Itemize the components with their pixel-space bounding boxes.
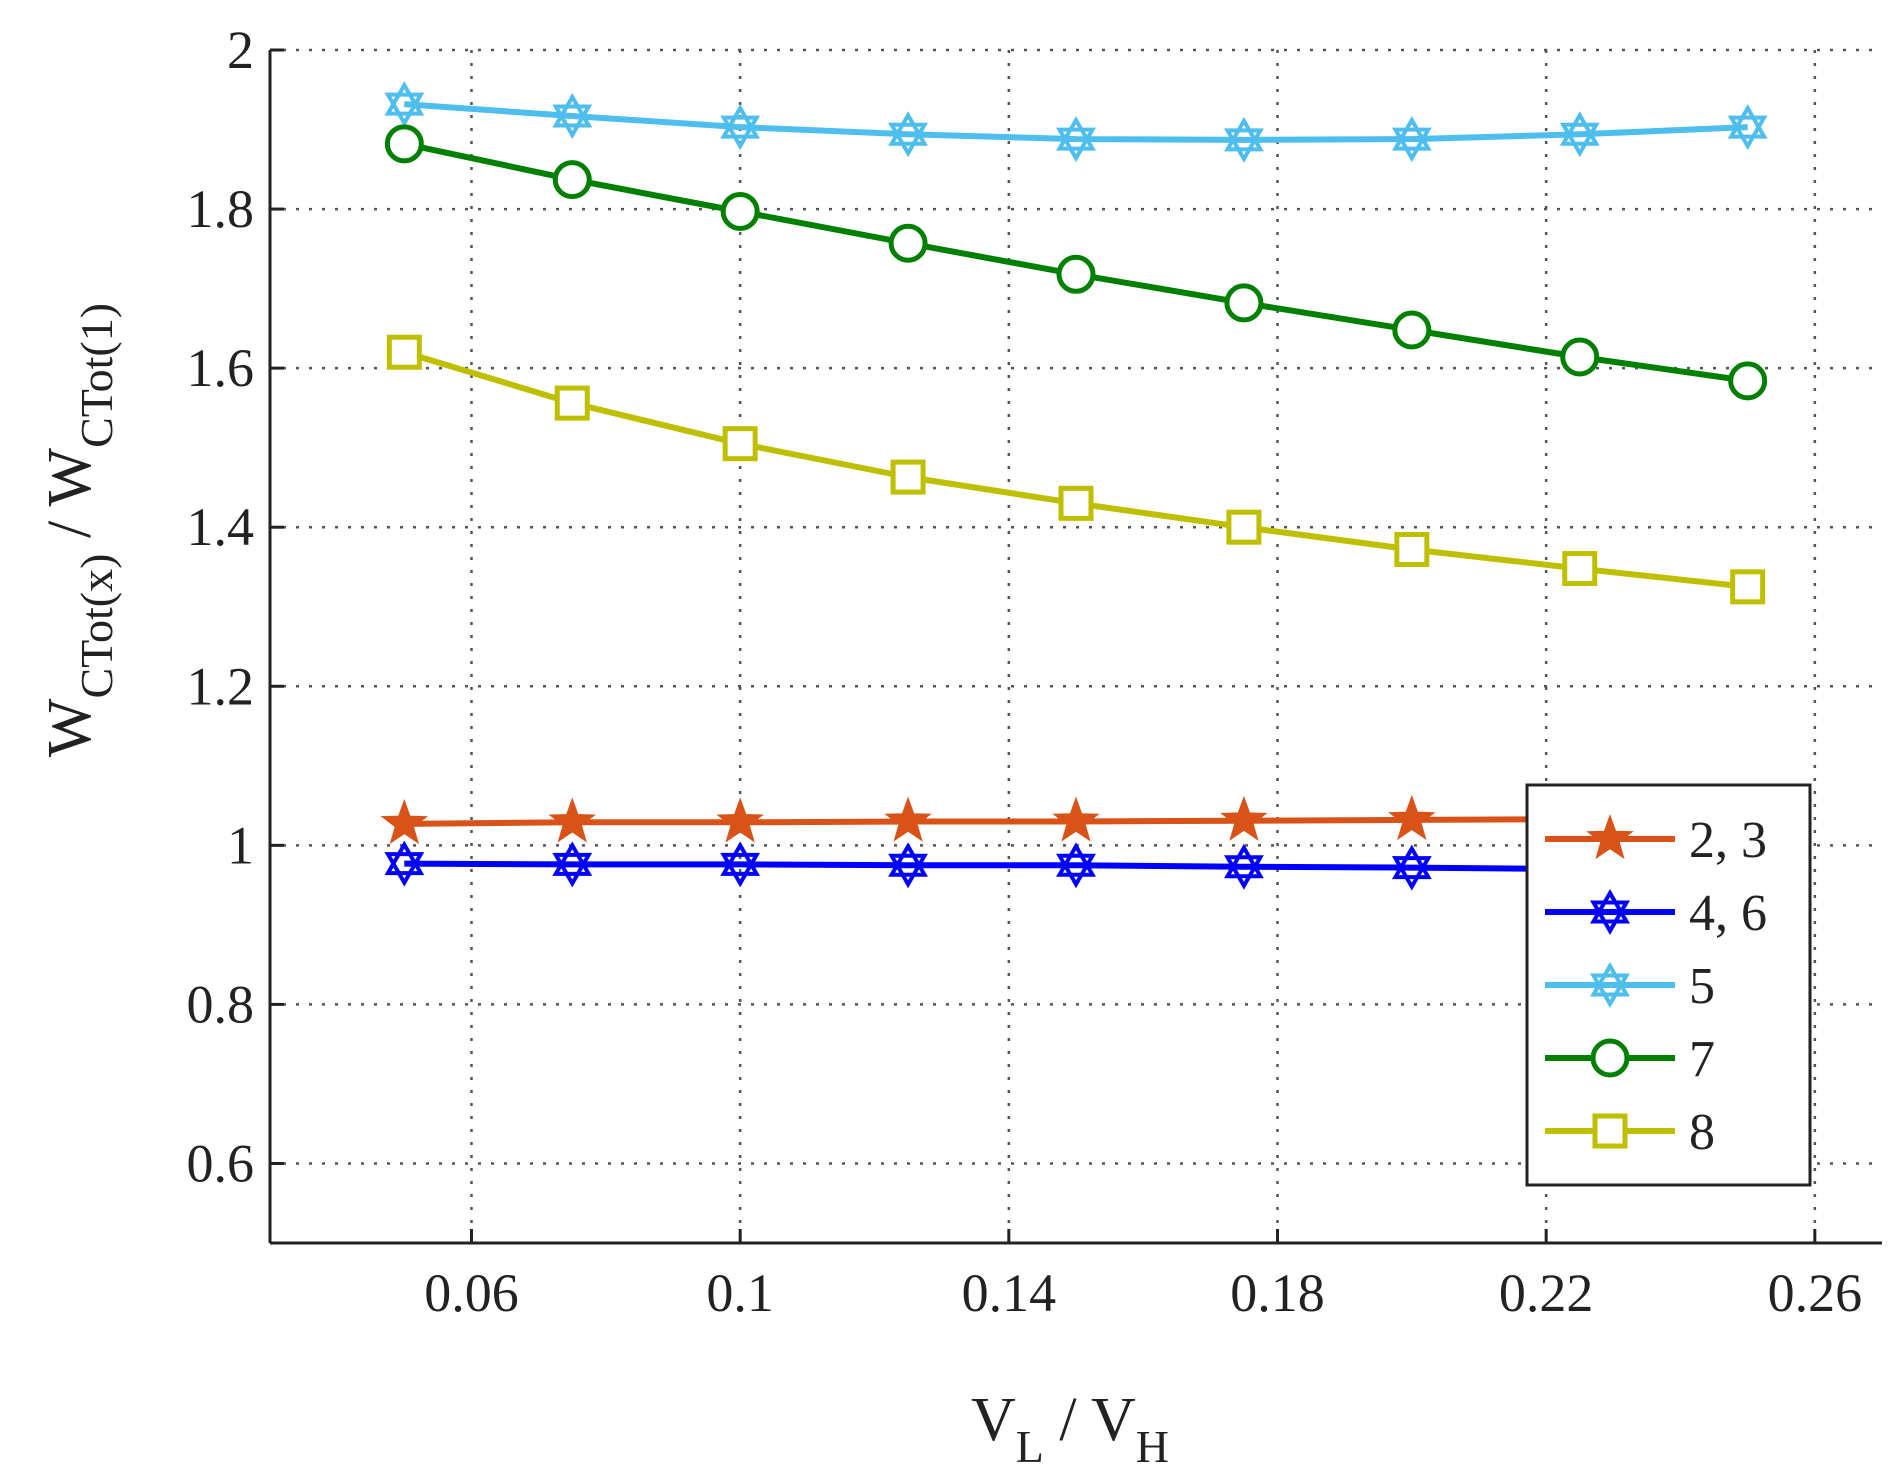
series-4-point-1 <box>554 385 590 421</box>
series-1-point-4 <box>1056 842 1096 889</box>
legend-marker-0 <box>1586 814 1634 860</box>
y-tick-label-4: 1.4 <box>187 497 255 557</box>
series-2-point-2 <box>720 104 761 151</box>
legend-marker-4 <box>1592 1113 1628 1149</box>
series-0-point-4 <box>1052 796 1100 842</box>
series-4 <box>386 334 1766 605</box>
series-2-point-5 <box>1224 116 1264 163</box>
series-3-point-8 <box>1728 361 1768 401</box>
series-3-point-2 <box>720 191 760 231</box>
y-tick-label-2: 1 <box>227 815 254 875</box>
series-group <box>380 81 1772 894</box>
y-tick-label-7: 2 <box>227 20 254 80</box>
series-line-1 <box>404 860 1748 874</box>
series-0-point-6 <box>1388 794 1436 841</box>
series-4-point-2 <box>722 426 758 462</box>
legend-marker-2 <box>1590 962 1630 1008</box>
series-1-point-2 <box>720 841 761 888</box>
legend-marker-3 <box>1590 1038 1630 1078</box>
legend: 2, 3 4, 6 5 7 8 <box>1525 783 1812 1187</box>
y-tick-label-0: 0.6 <box>187 1133 255 1193</box>
series-0-point-1 <box>548 797 597 843</box>
x-tick-label-4: 0.22 <box>1499 1263 1594 1323</box>
axes <box>268 48 1882 1245</box>
series-4-point-6 <box>1394 531 1430 567</box>
series-3-point-0 <box>384 124 424 164</box>
legend-entry-2: 5 <box>1545 958 1715 1015</box>
series-4-point-5 <box>1226 509 1262 545</box>
series-line-4 <box>403 349 1749 590</box>
series-2-point-3 <box>888 111 928 158</box>
series-3-point-1 <box>552 160 592 200</box>
series-1-point-5 <box>1224 843 1264 890</box>
series-2-point-7 <box>1559 111 1600 158</box>
y-tick-label-3: 1.2 <box>187 656 255 716</box>
x-tick-label-3: 0.18 <box>1230 1263 1325 1323</box>
series-3 <box>384 124 1768 401</box>
series-2-point-4 <box>1056 116 1096 163</box>
series-3-point-7 <box>1560 337 1600 377</box>
y-tick-label-5: 1.6 <box>187 338 255 398</box>
legend-label-1: 4, 6 <box>1689 885 1767 942</box>
x-axis-label: VL / VH <box>971 1386 1169 1472</box>
series-1-point-1 <box>552 841 593 888</box>
series-0-point-3 <box>884 796 932 842</box>
y-tick-label-6: 1.8 <box>187 179 255 239</box>
series-0-point-0 <box>380 798 429 845</box>
series-2-point-6 <box>1391 116 1432 163</box>
legend-label-4: 8 <box>1689 1104 1715 1161</box>
legend-label-2: 5 <box>1689 958 1715 1015</box>
series-4-point-0 <box>386 334 422 370</box>
y-axis-label: WCTot(x) / WCTot(1) <box>36 303 122 757</box>
y-tick-label-1: 0.8 <box>187 974 255 1034</box>
legend-marker-1 <box>1590 889 1630 935</box>
legend-entry-4: 8 <box>1545 1104 1715 1161</box>
series-2-point-0 <box>384 81 425 128</box>
series-3-point-4 <box>1056 254 1096 294</box>
series-2-point-1 <box>552 92 593 140</box>
x-tick-label-0: 0.06 <box>424 1263 519 1323</box>
series-4-point-7 <box>1562 551 1598 587</box>
series-1-point-3 <box>888 842 928 889</box>
series-4-point-3 <box>890 459 926 495</box>
series-2 <box>384 81 1768 163</box>
series-2-point-8 <box>1727 104 1768 151</box>
x-tick-label-2: 0.14 <box>962 1263 1057 1323</box>
x-tick-label-5: 0.26 <box>1768 1263 1863 1323</box>
series-line-2 <box>404 101 1748 143</box>
legend-entry-3: 7 <box>1545 1031 1715 1088</box>
series-3-point-5 <box>1224 283 1264 323</box>
series-0-point-2 <box>716 797 764 843</box>
series-3-point-6 <box>1392 310 1432 350</box>
series-1-point-0 <box>384 840 425 887</box>
series-1-point-6 <box>1391 844 1432 891</box>
x-tick-label-1: 0.1 <box>706 1263 774 1323</box>
series-0-point-5 <box>1220 795 1268 841</box>
legend-entry-0: 2, 3 <box>1545 812 1767 869</box>
tick-labels: 0.06 0.1 0.14 0.18 0.22 0.26 0.6 0.8 1 1.2 1.4 1.6 1… <box>187 20 1863 1323</box>
legend-label-3: 7 <box>1689 1031 1715 1088</box>
series-4-point-4 <box>1058 485 1094 521</box>
series-3-point-3 <box>888 223 928 263</box>
legend-entry-1: 4, 6 <box>1545 885 1767 942</box>
series-4-point-8 <box>1730 569 1766 605</box>
legend-label-0: 2, 3 <box>1689 812 1767 869</box>
